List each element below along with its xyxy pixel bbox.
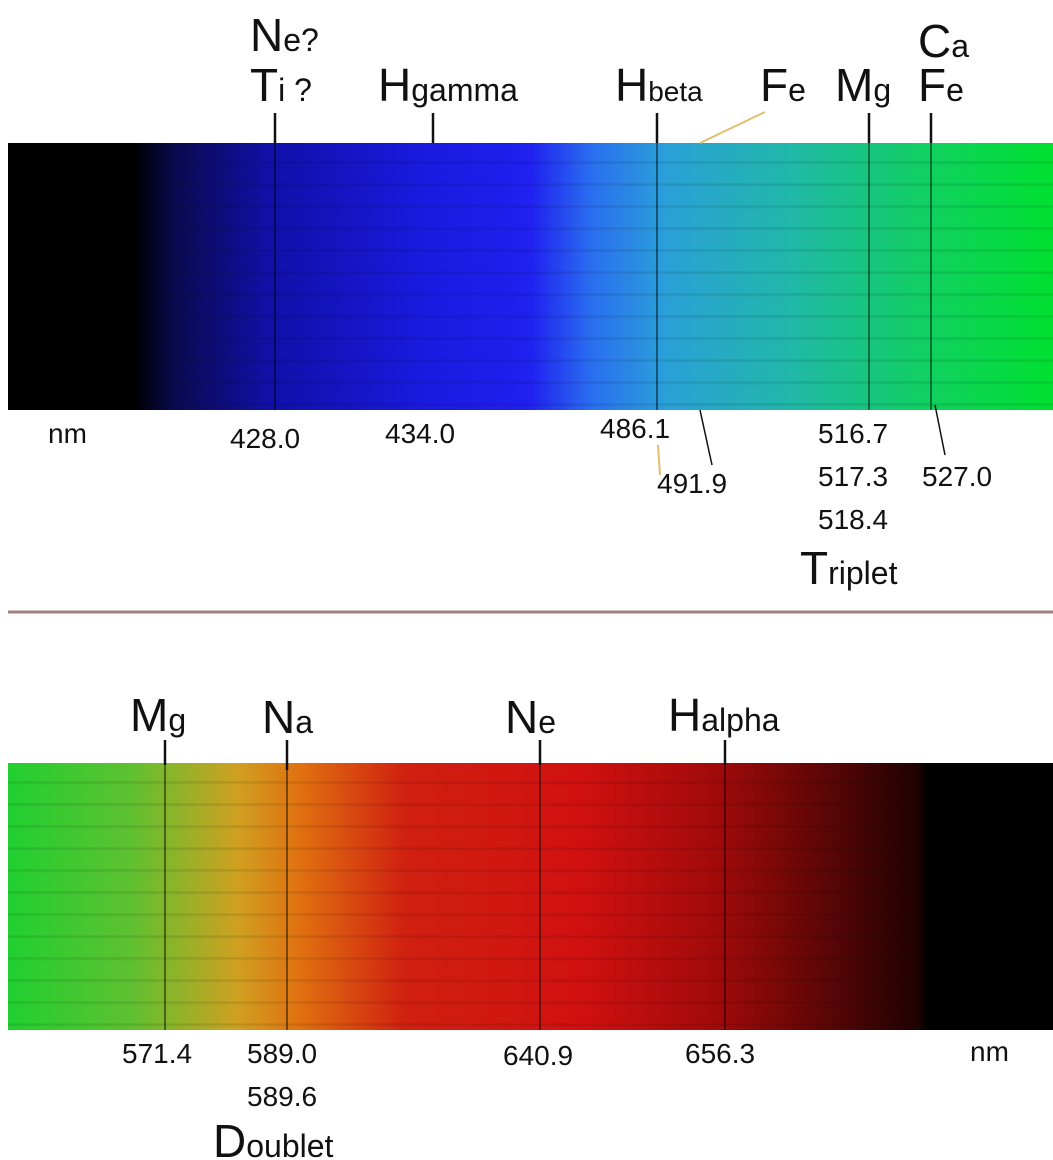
- wavelength: 491.9: [657, 470, 727, 498]
- wavelength: 527.0: [922, 463, 992, 491]
- leader: [935, 405, 945, 455]
- leader: [700, 410, 712, 465]
- leader: [700, 112, 765, 143]
- element-label: Fe: [760, 62, 806, 108]
- element-label: Hgamma: [378, 62, 518, 108]
- wavelength: 656.3: [685, 1040, 755, 1068]
- element-label: Mg: [130, 692, 186, 738]
- unit-label: nm: [48, 420, 87, 448]
- wavelength: 434.0: [385, 420, 455, 448]
- page: Ne? Ti ? Hgamma Hbeta Fe Mg Ca Fe nm 428…: [0, 0, 1053, 1160]
- group-label: Triplet: [800, 545, 897, 591]
- wavelength: 518.4: [818, 506, 888, 534]
- wavelength: 640.9: [503, 1042, 573, 1070]
- wavelength: 486.1: [600, 415, 670, 443]
- element-label: Na: [262, 694, 313, 740]
- group-label: Doublet: [213, 1118, 333, 1160]
- wavelength: 517.3: [818, 463, 888, 491]
- element-label: Fe: [918, 62, 964, 108]
- wavelength: 428.0: [230, 425, 300, 453]
- element-label: Ne: [505, 694, 556, 740]
- wavelength: 589.6: [247, 1083, 317, 1111]
- wavelength: 516.7: [818, 420, 888, 448]
- wavelength: 571.4: [122, 1040, 192, 1068]
- element-label: Ne?: [250, 12, 319, 58]
- element-label: Hbeta: [615, 62, 703, 108]
- element-label: Halpha: [668, 692, 780, 738]
- wavelength: 589.0: [247, 1040, 317, 1068]
- element-label: Ca: [918, 18, 969, 64]
- element-label: Mg: [835, 62, 891, 108]
- element-label: Ti ?: [250, 62, 312, 108]
- unit-label: nm: [970, 1038, 1009, 1066]
